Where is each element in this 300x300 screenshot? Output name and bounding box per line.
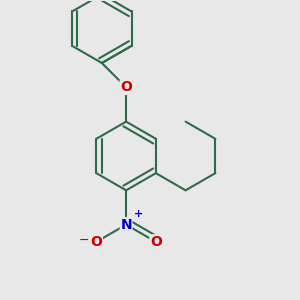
Text: O: O	[90, 235, 102, 249]
Text: O: O	[120, 80, 132, 94]
Text: O: O	[150, 235, 162, 249]
Text: N: N	[120, 218, 132, 232]
Text: −: −	[79, 234, 89, 247]
Text: +: +	[134, 209, 143, 219]
